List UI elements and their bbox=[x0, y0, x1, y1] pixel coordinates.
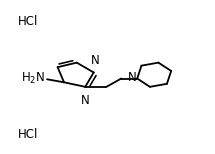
Text: N: N bbox=[81, 94, 90, 107]
Text: H$_2$N: H$_2$N bbox=[21, 71, 45, 86]
Text: N: N bbox=[91, 54, 100, 67]
Text: HCl: HCl bbox=[18, 128, 39, 141]
Text: HCl: HCl bbox=[18, 14, 39, 28]
Text: N: N bbox=[127, 71, 136, 84]
